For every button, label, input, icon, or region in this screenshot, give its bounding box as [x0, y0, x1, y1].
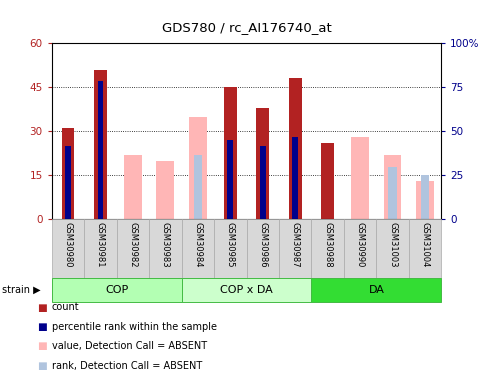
- Bar: [181, 219, 214, 278]
- Bar: [149, 219, 181, 278]
- Bar: [292, 137, 298, 219]
- Bar: [156, 160, 175, 219]
- Bar: [388, 166, 396, 219]
- Bar: [312, 278, 441, 302]
- Text: GSM30981: GSM30981: [96, 222, 105, 267]
- Text: value, Detection Call = ABSENT: value, Detection Call = ABSENT: [52, 342, 207, 351]
- Bar: [52, 219, 84, 278]
- Bar: [94, 70, 107, 219]
- Bar: [227, 140, 233, 219]
- Text: GSM31004: GSM31004: [421, 222, 429, 267]
- Text: GDS780 / rc_AI176740_at: GDS780 / rc_AI176740_at: [162, 21, 331, 34]
- Text: count: count: [52, 303, 79, 312]
- Bar: [321, 143, 334, 219]
- Text: ■: ■: [37, 342, 47, 351]
- Bar: [214, 219, 246, 278]
- Bar: [224, 87, 237, 219]
- Text: ■: ■: [37, 322, 47, 332]
- Bar: [279, 219, 312, 278]
- Bar: [84, 219, 117, 278]
- Bar: [65, 146, 71, 219]
- Text: ■: ■: [37, 303, 47, 312]
- Bar: [194, 155, 202, 219]
- Bar: [289, 78, 302, 219]
- Bar: [323, 143, 332, 219]
- Bar: [181, 278, 312, 302]
- Text: DA: DA: [368, 285, 384, 295]
- Text: GSM30990: GSM30990: [355, 222, 365, 267]
- Text: GSM30983: GSM30983: [161, 222, 170, 267]
- Text: GSM30985: GSM30985: [226, 222, 235, 267]
- Text: percentile rank within the sample: percentile rank within the sample: [52, 322, 217, 332]
- Bar: [117, 219, 149, 278]
- Text: strain ▶: strain ▶: [2, 285, 41, 295]
- Bar: [62, 128, 74, 219]
- Text: rank, Detection Call = ABSENT: rank, Detection Call = ABSENT: [52, 361, 202, 371]
- Bar: [52, 278, 181, 302]
- Text: GSM31003: GSM31003: [388, 222, 397, 267]
- Text: COP: COP: [105, 285, 128, 295]
- Bar: [124, 155, 142, 219]
- Bar: [344, 219, 376, 278]
- Text: GSM30988: GSM30988: [323, 222, 332, 267]
- Text: GSM30986: GSM30986: [258, 222, 267, 267]
- Bar: [376, 219, 409, 278]
- Text: GSM30987: GSM30987: [291, 222, 300, 267]
- Bar: [409, 219, 441, 278]
- Bar: [351, 137, 369, 219]
- Bar: [256, 108, 269, 219]
- Bar: [98, 81, 104, 219]
- Text: COP x DA: COP x DA: [220, 285, 273, 295]
- Text: GSM30980: GSM30980: [64, 222, 72, 267]
- Bar: [416, 181, 434, 219]
- Text: ■: ■: [37, 361, 47, 371]
- Bar: [246, 219, 279, 278]
- Bar: [312, 219, 344, 278]
- Bar: [260, 146, 266, 219]
- Bar: [189, 117, 207, 219]
- Text: GSM30982: GSM30982: [128, 222, 138, 267]
- Text: GSM30984: GSM30984: [193, 222, 202, 267]
- Bar: [384, 155, 401, 219]
- Bar: [421, 176, 429, 219]
